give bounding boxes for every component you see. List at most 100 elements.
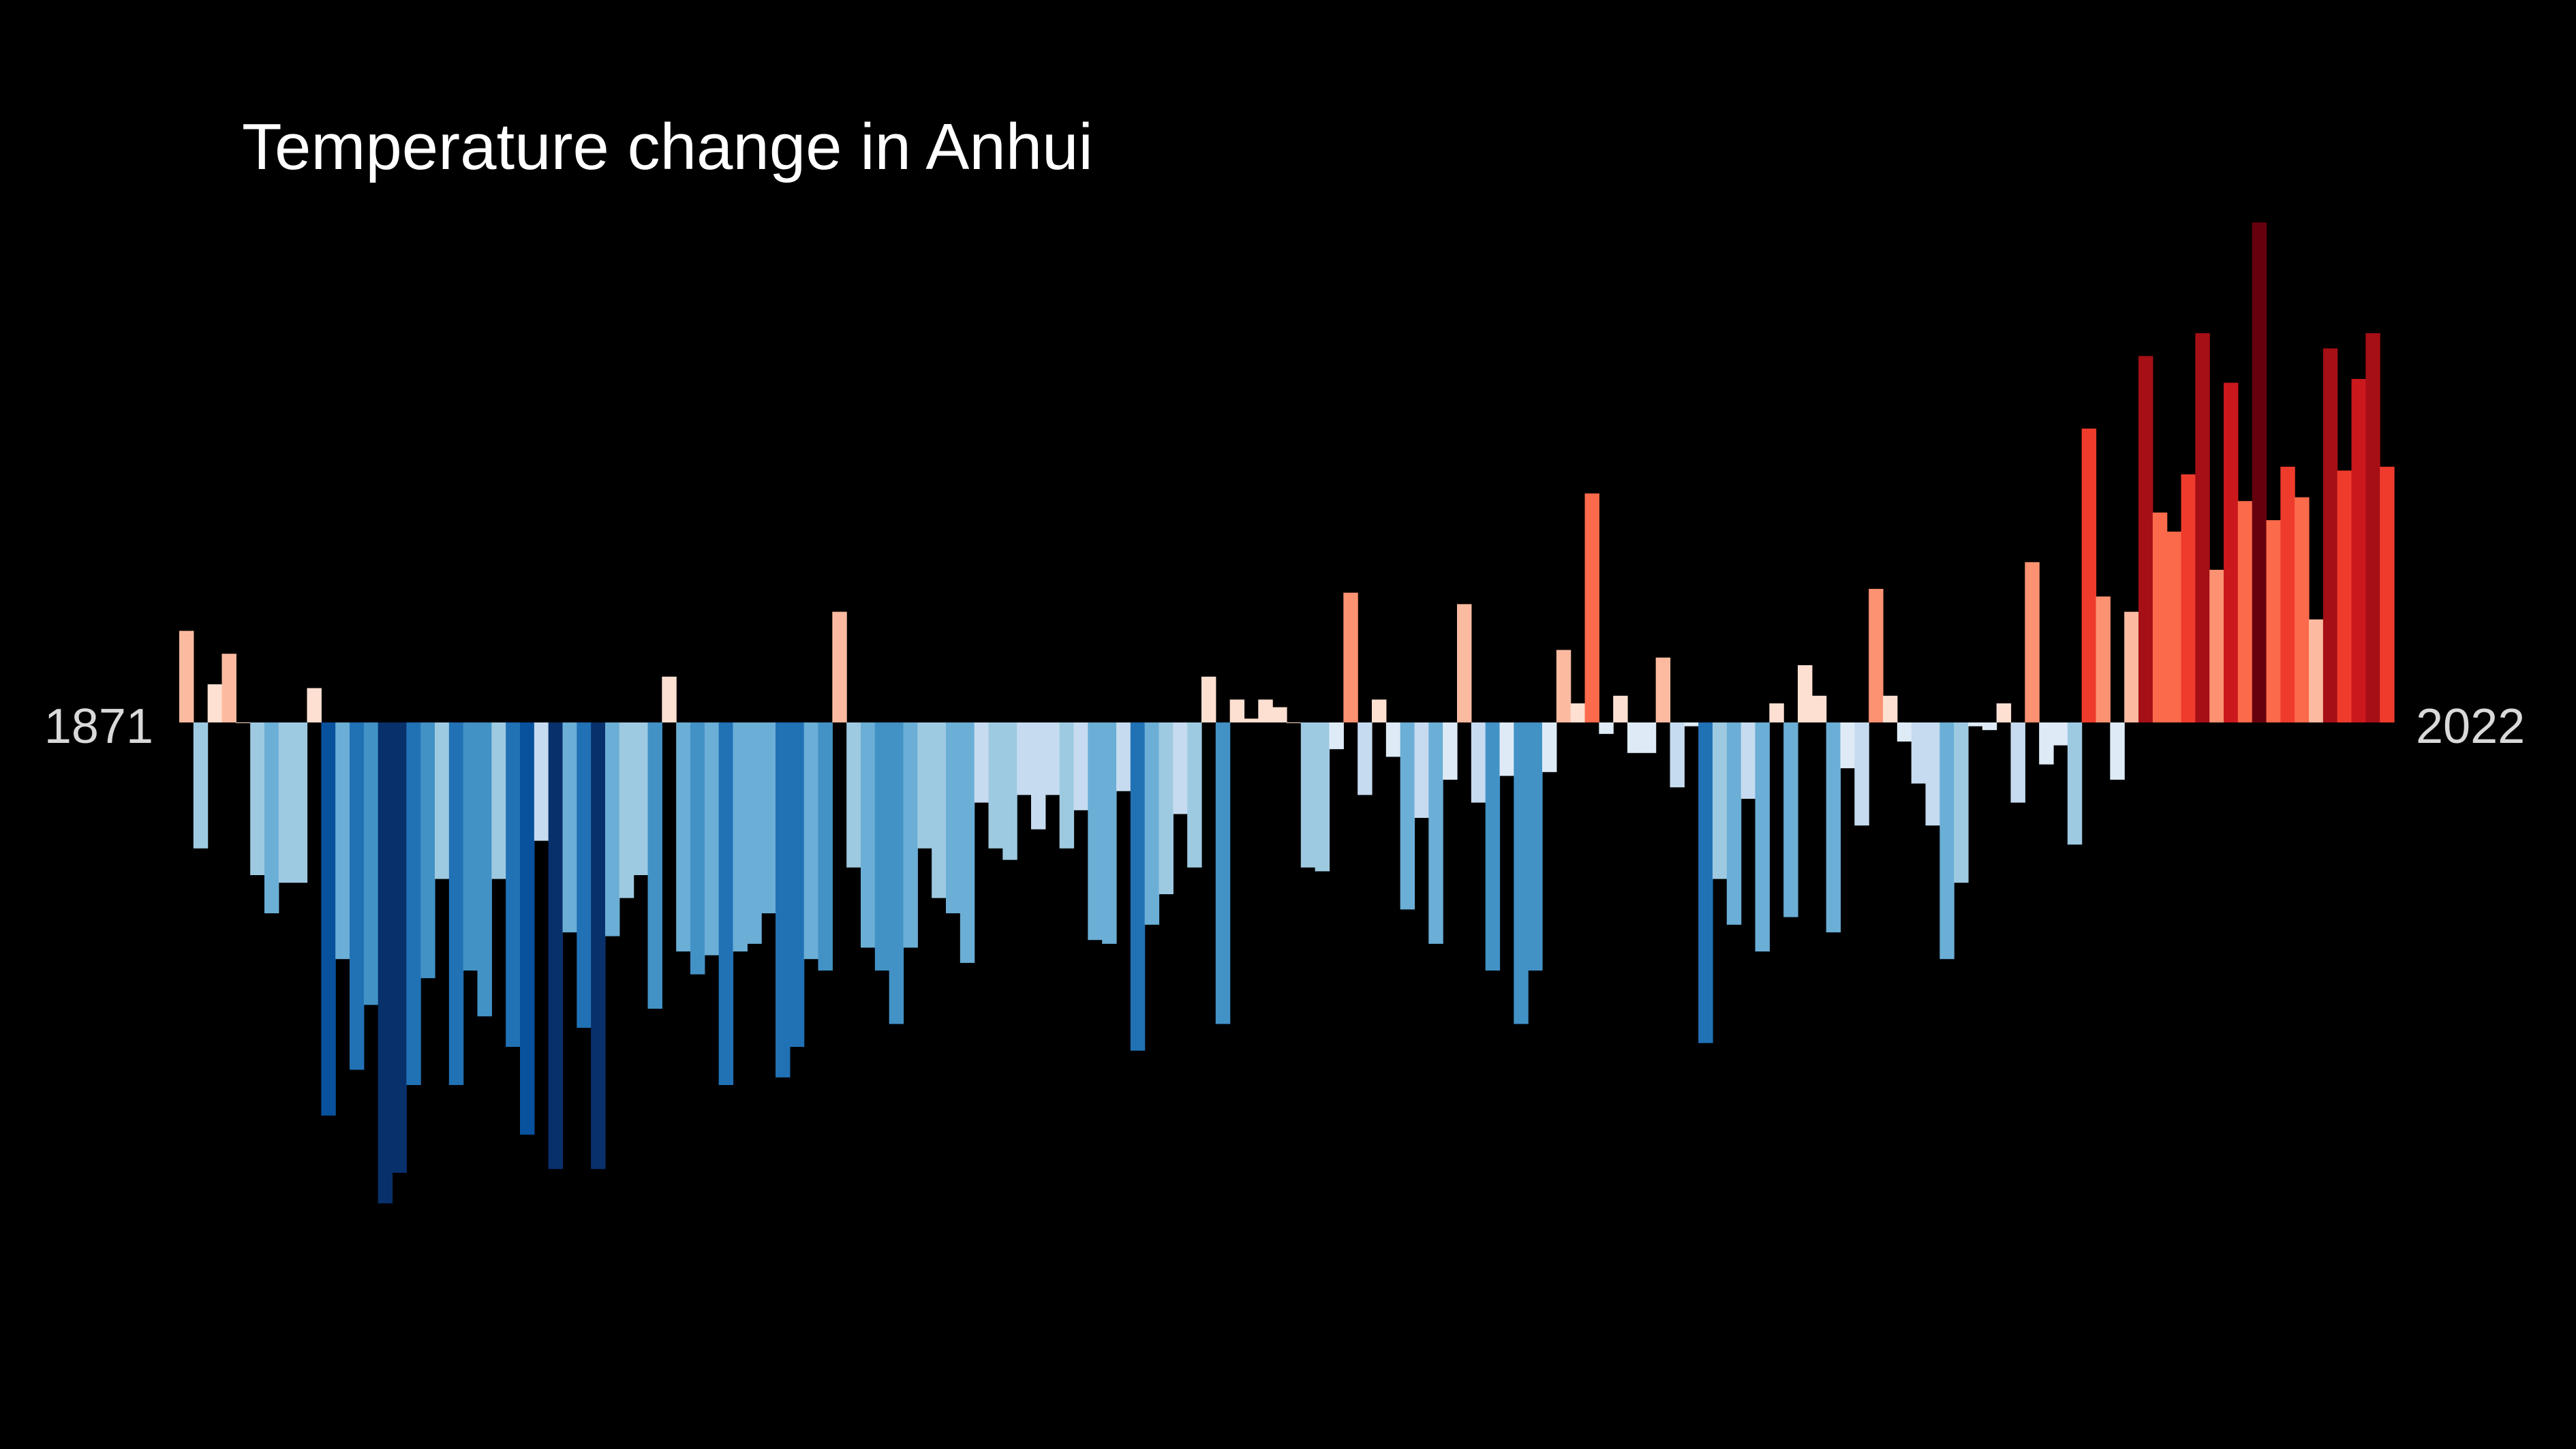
bar-1939 [1144,722,1160,925]
bar-2022 [2322,348,2338,722]
bar-1955 [1372,699,1387,722]
bar-1912 [761,722,776,913]
bar-1944 [1215,722,1231,1024]
bar-1888 [420,722,435,979]
bar-1938 [1130,722,1146,1051]
bar-1961 [1457,604,1472,722]
bar-1871 [179,630,194,722]
bar-1903 [633,722,649,875]
bar-2007 [2110,722,2125,780]
bar-2002 [2039,722,2054,765]
bar-1894 [506,722,521,1047]
bar-1880 [307,688,322,722]
bar-1879 [292,722,308,883]
bar-1901 [605,722,620,936]
bar-1872 [193,722,209,849]
bar-2023 [2337,470,2352,722]
bar-1977 [1684,722,1699,727]
bar-2021 [2309,619,2324,722]
bar-1959 [1428,722,1443,944]
bar-1940 [1159,722,1174,894]
bar-2008 [2124,611,2139,722]
bar-1995 [1939,722,1954,960]
bar-1983 [1769,703,1784,722]
bar-1924 [932,722,947,898]
bar-1968 [1556,650,1571,722]
bar-1984 [1783,722,1798,917]
bar-1890 [448,722,464,1085]
bar-1997 [1968,722,1983,727]
bar-2019 [2280,466,2295,722]
bar-1920 [874,722,890,971]
bar-1981 [1741,722,1756,799]
chart-title: Temperature change in Anhui [242,110,1093,183]
bar-1919 [861,722,876,948]
bar-1948 [1272,707,1287,722]
bar-1943 [1201,676,1216,722]
bar-1950 [1300,722,1316,868]
bar-2025 [2365,333,2380,722]
bar-2004 [2067,722,2083,845]
x-start-label: 1871 [44,699,153,754]
bar-1998 [1982,722,1997,731]
bar-1902 [619,722,634,898]
bar-1886 [392,722,407,1173]
bar-1996 [1954,722,1969,883]
bar-1973 [1627,722,1642,753]
bar-1993 [1911,722,1927,784]
bar-1921 [889,722,904,1024]
bar-2015 [2224,382,2239,722]
bar-1915 [803,722,819,960]
bar-1916 [818,722,833,971]
bar-1931 [1031,722,1046,829]
bar-1934 [1073,722,1088,810]
bar-1907 [690,722,705,975]
bar-1904 [647,722,662,1009]
bar-1887 [406,722,421,1085]
bar-2018 [2266,520,2281,722]
bar-1992 [1897,722,1912,742]
bar-1933 [1059,722,1075,849]
bar-2024 [2351,379,2366,722]
bar-1928 [988,722,1003,849]
bar-1877 [264,722,279,913]
bar-1958 [1414,722,1429,818]
bar-1979 [1713,722,1728,879]
bar-2020 [2295,497,2310,722]
bar-1954 [1358,722,1373,795]
bar-1878 [278,722,294,883]
bar-1936 [1102,722,1117,944]
bar-2026 [2380,466,2395,722]
bar-1986 [1811,695,1827,722]
bar-1941 [1173,722,1188,814]
bar-1985 [1798,665,1813,722]
bar-2016 [2237,501,2253,722]
bar-1929 [1002,722,1017,860]
bar-1881 [321,722,336,1116]
bar-1905 [662,676,677,722]
bar-1926 [960,722,975,963]
bar-1876 [250,722,265,875]
bar-1970 [1584,493,1599,722]
bar-1976 [1670,722,1685,788]
bar-2014 [2209,570,2224,722]
bar-1974 [1641,722,1657,753]
bar-1982 [1755,722,1770,951]
bar-1900 [591,722,606,1170]
bar-1956 [1385,722,1401,757]
bar-1947 [1258,699,1273,722]
bar-1910 [733,722,748,951]
bar-1889 [435,722,450,879]
bar-2000 [2010,722,2025,803]
bar-1978 [1698,722,1713,1043]
bar-1899 [577,722,592,1028]
bar-1946 [1244,718,1259,722]
bar-2001 [2025,562,2040,722]
bar-1967 [1542,722,1557,772]
bar-1962 [1471,722,1486,803]
bar-1999 [1996,703,2012,722]
bar-1963 [1485,722,1501,971]
bar-1980 [1726,722,1742,925]
bar-1932 [1045,722,1060,795]
bar-1966 [1528,722,1543,971]
